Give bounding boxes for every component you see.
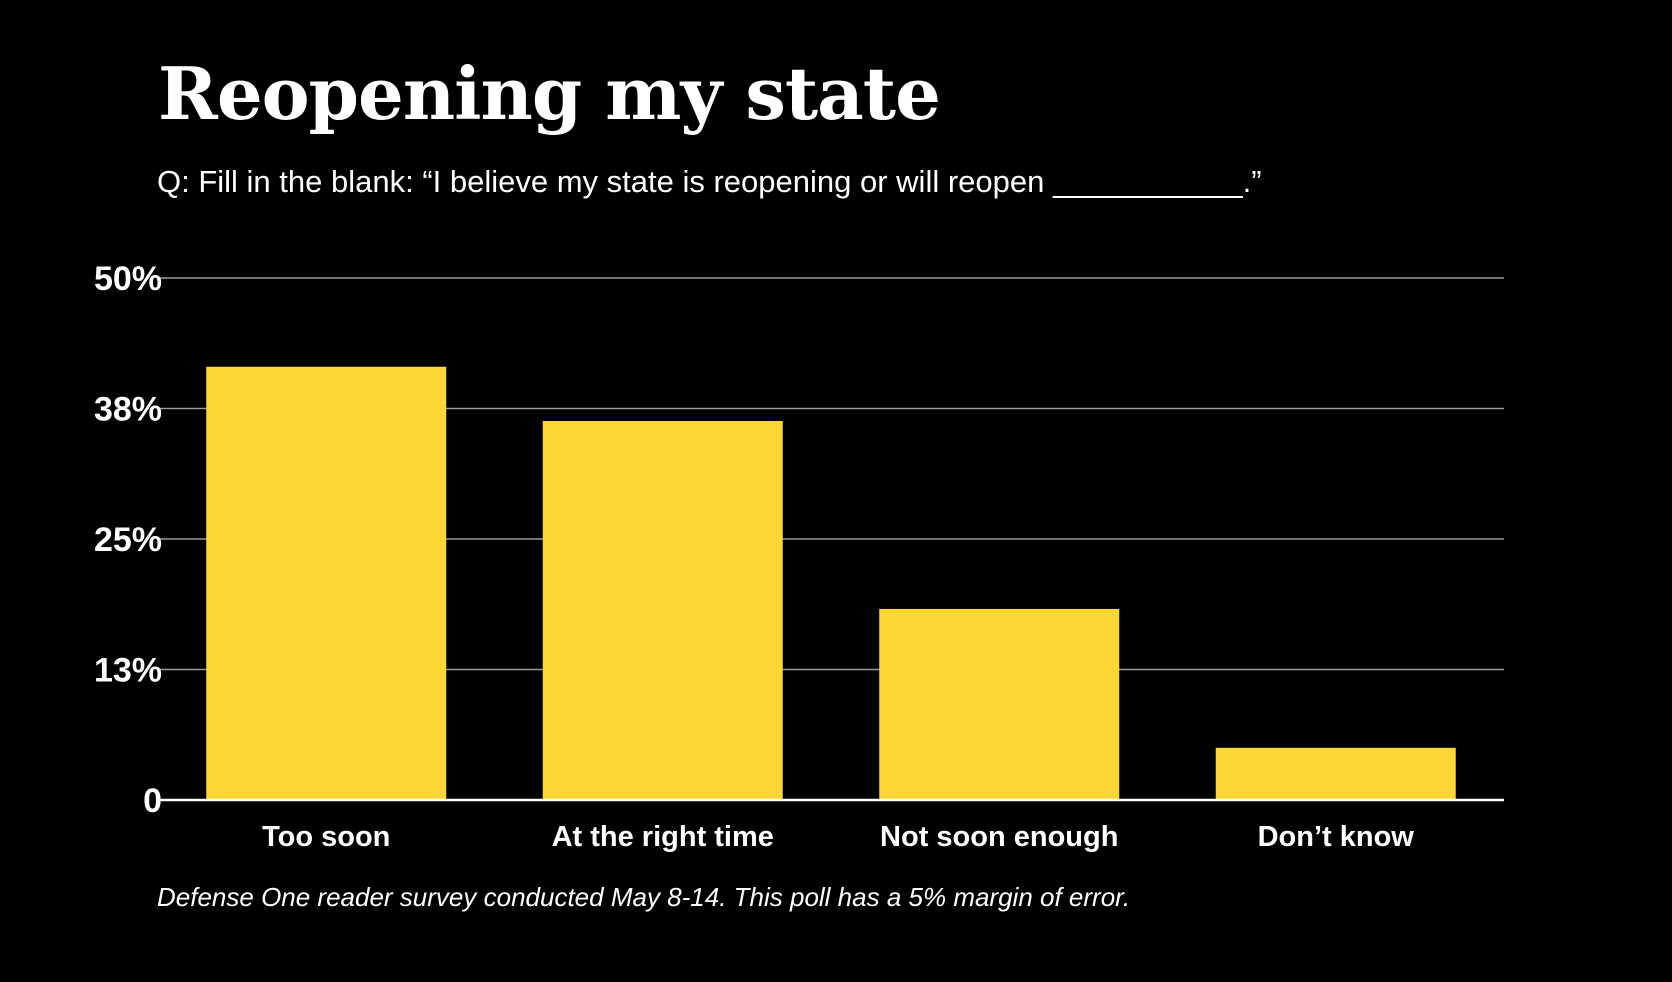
y-tick-label: 25%: [94, 521, 162, 559]
x-category-label: Not soon enough: [880, 821, 1118, 853]
y-tick-label: 38%: [94, 391, 162, 429]
bar: [1215, 747, 1456, 800]
y-tick-label: 50%: [94, 260, 162, 298]
axes: 0 13% 25% 38% 50% Too soon At the right time No…: [94, 260, 1504, 853]
chart-title: Reopening my state: [158, 51, 941, 136]
bar: [206, 366, 447, 800]
bar: [542, 421, 783, 800]
x-category-label: Don’t know: [1258, 821, 1415, 853]
y-tick-label: 0: [143, 782, 162, 820]
x-category-label: At the right time: [552, 821, 774, 853]
y-tick-label: 13%: [94, 652, 162, 690]
x-category-label: Too soon: [262, 821, 390, 853]
bar: [879, 608, 1120, 800]
bars: [206, 366, 1456, 800]
chart-subtitle: Q: Fill in the blank: “I believe my stat…: [157, 164, 1262, 199]
chart-footnote: Defense One reader survey conducted May …: [157, 882, 1131, 912]
